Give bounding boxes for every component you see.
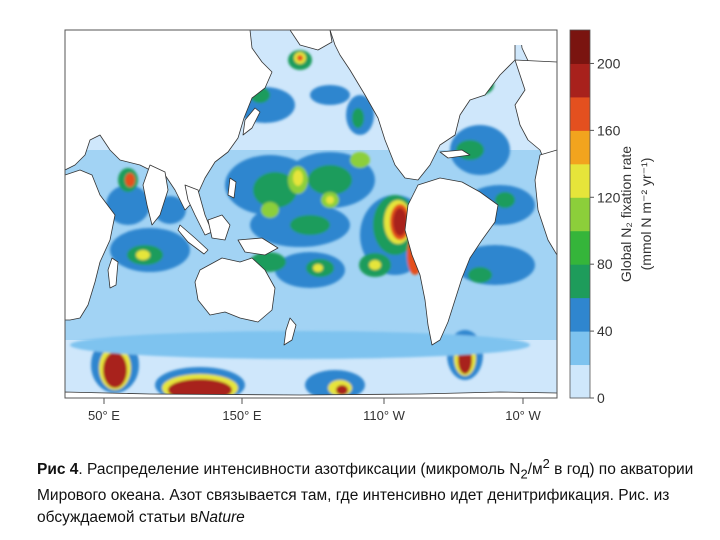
colorbar-tick-label: 80 — [597, 256, 613, 272]
x-tick-label-1: 50° E — [88, 408, 120, 423]
patch-spac-4 — [313, 264, 323, 272]
colorbar-tick-label: 160 — [597, 122, 621, 138]
land-europe — [514, 59, 557, 171]
colorbar-label-line2: (mmol N m⁻² yr⁻¹) — [638, 158, 654, 271]
patch-so-band — [70, 331, 530, 359]
colorbar-block — [570, 130, 590, 165]
patch-central-pac-y — [369, 260, 381, 270]
colorbar-block — [570, 63, 590, 98]
land-west-africa — [534, 149, 557, 256]
caption-sup: 2 — [542, 456, 550, 471]
land-india — [142, 164, 169, 226]
colorbar-frame — [569, 29, 591, 399]
figure-caption: Рис 4. Распределение интенсивности азотф… — [37, 453, 697, 529]
x-tick-label-2: 150° E — [222, 408, 262, 423]
colorbar-block — [570, 30, 590, 64]
colorbar-block — [570, 230, 590, 265]
caption-label: Рис 4 — [37, 461, 79, 479]
land-new-guinea — [237, 237, 279, 256]
map-panel — [65, 30, 557, 398]
patch-indian-yellow — [136, 250, 150, 260]
caption-sub: 2 — [520, 466, 528, 482]
caption-source: Nature — [198, 509, 245, 527]
patch-arabian-sea — [106, 185, 150, 225]
patch-etp-red — [393, 208, 407, 236]
land-philippines — [227, 177, 237, 199]
land-australia — [194, 257, 276, 323]
patch-wpac-lg2 — [261, 202, 279, 218]
patch-npac-6 — [310, 85, 350, 105]
patch-so-pac-r — [336, 385, 348, 395]
land-cuba — [439, 149, 471, 159]
colorbar-blocks — [570, 30, 590, 399]
colorbar-block — [570, 96, 590, 131]
patch-npac-5 — [352, 108, 364, 128]
map-frame — [64, 29, 558, 399]
patch-so-indian-r — [103, 352, 127, 388]
mask-arctic-left — [65, 30, 80, 55]
land-borneo — [207, 214, 231, 241]
colorbar-tick-label: 200 — [597, 55, 621, 71]
colorbar-tick-label: 0 — [597, 390, 605, 406]
patch-arabian-sea-hot — [125, 173, 135, 187]
patch-npac-2c — [297, 55, 303, 61]
no-data-masks — [65, 30, 557, 55]
patch-trop-atl-g — [495, 192, 515, 208]
patch-wpac-green2 — [308, 165, 352, 195]
x-axis: 50° E 150° E 110° W 10° W — [88, 398, 541, 423]
nitrogen-fixation-map-figure: 50° E 150° E 110° W 10° W 200 160 120 80 40 0… — [64, 29, 654, 423]
land-south-america — [404, 177, 499, 346]
caption-text-before-sub: . Распределение интенсивности азотфиксац… — [78, 461, 521, 479]
colorbar-block — [570, 163, 590, 198]
land-japan — [242, 107, 261, 136]
caption-text-mid: /м — [527, 461, 543, 479]
colorbar: 200 160 120 80 40 0 Global N₂ fixation rate (… — [569, 29, 654, 406]
patch-satl-g — [468, 267, 492, 283]
land-indochina — [184, 184, 213, 236]
land-sumatra — [177, 224, 209, 255]
patch-wpac-green3 — [290, 215, 330, 235]
colorbar-tick-label: 40 — [597, 323, 613, 339]
continents — [65, 30, 557, 398]
colorbar-block — [570, 297, 590, 332]
colorbar-block — [570, 197, 590, 232]
land-africa — [65, 169, 116, 321]
land-antarctica — [65, 391, 557, 398]
colorbar-tick-label: 120 — [597, 189, 621, 205]
land-madagascar — [107, 257, 119, 289]
patch-wpac-y2 — [326, 196, 334, 204]
patch-so-aus-r — [168, 379, 232, 398]
colorbar-block — [570, 364, 590, 399]
colorbar-ticks: 200 160 120 80 40 0 — [590, 55, 621, 406]
caption-text-after: в год) по акватории Мирового океана. Азо… — [37, 461, 694, 527]
land-alaska-tip — [289, 30, 333, 51]
x-tick-label-3: 110° W — [363, 408, 406, 423]
land-north-america — [329, 30, 516, 181]
colorbar-block — [570, 264, 590, 299]
x-tick-label-4: 10° W — [505, 408, 541, 423]
patch-wpac-lg4 — [350, 152, 370, 168]
patch-wpac-y1 — [293, 170, 303, 186]
mask-arctic-right — [500, 30, 557, 45]
patch-wpac-green1 — [253, 172, 297, 208]
colorbar-block — [570, 331, 590, 366]
land-new-zealand — [283, 317, 297, 346]
colorbar-label-line1: Global N₂ fixation rate — [618, 146, 634, 282]
